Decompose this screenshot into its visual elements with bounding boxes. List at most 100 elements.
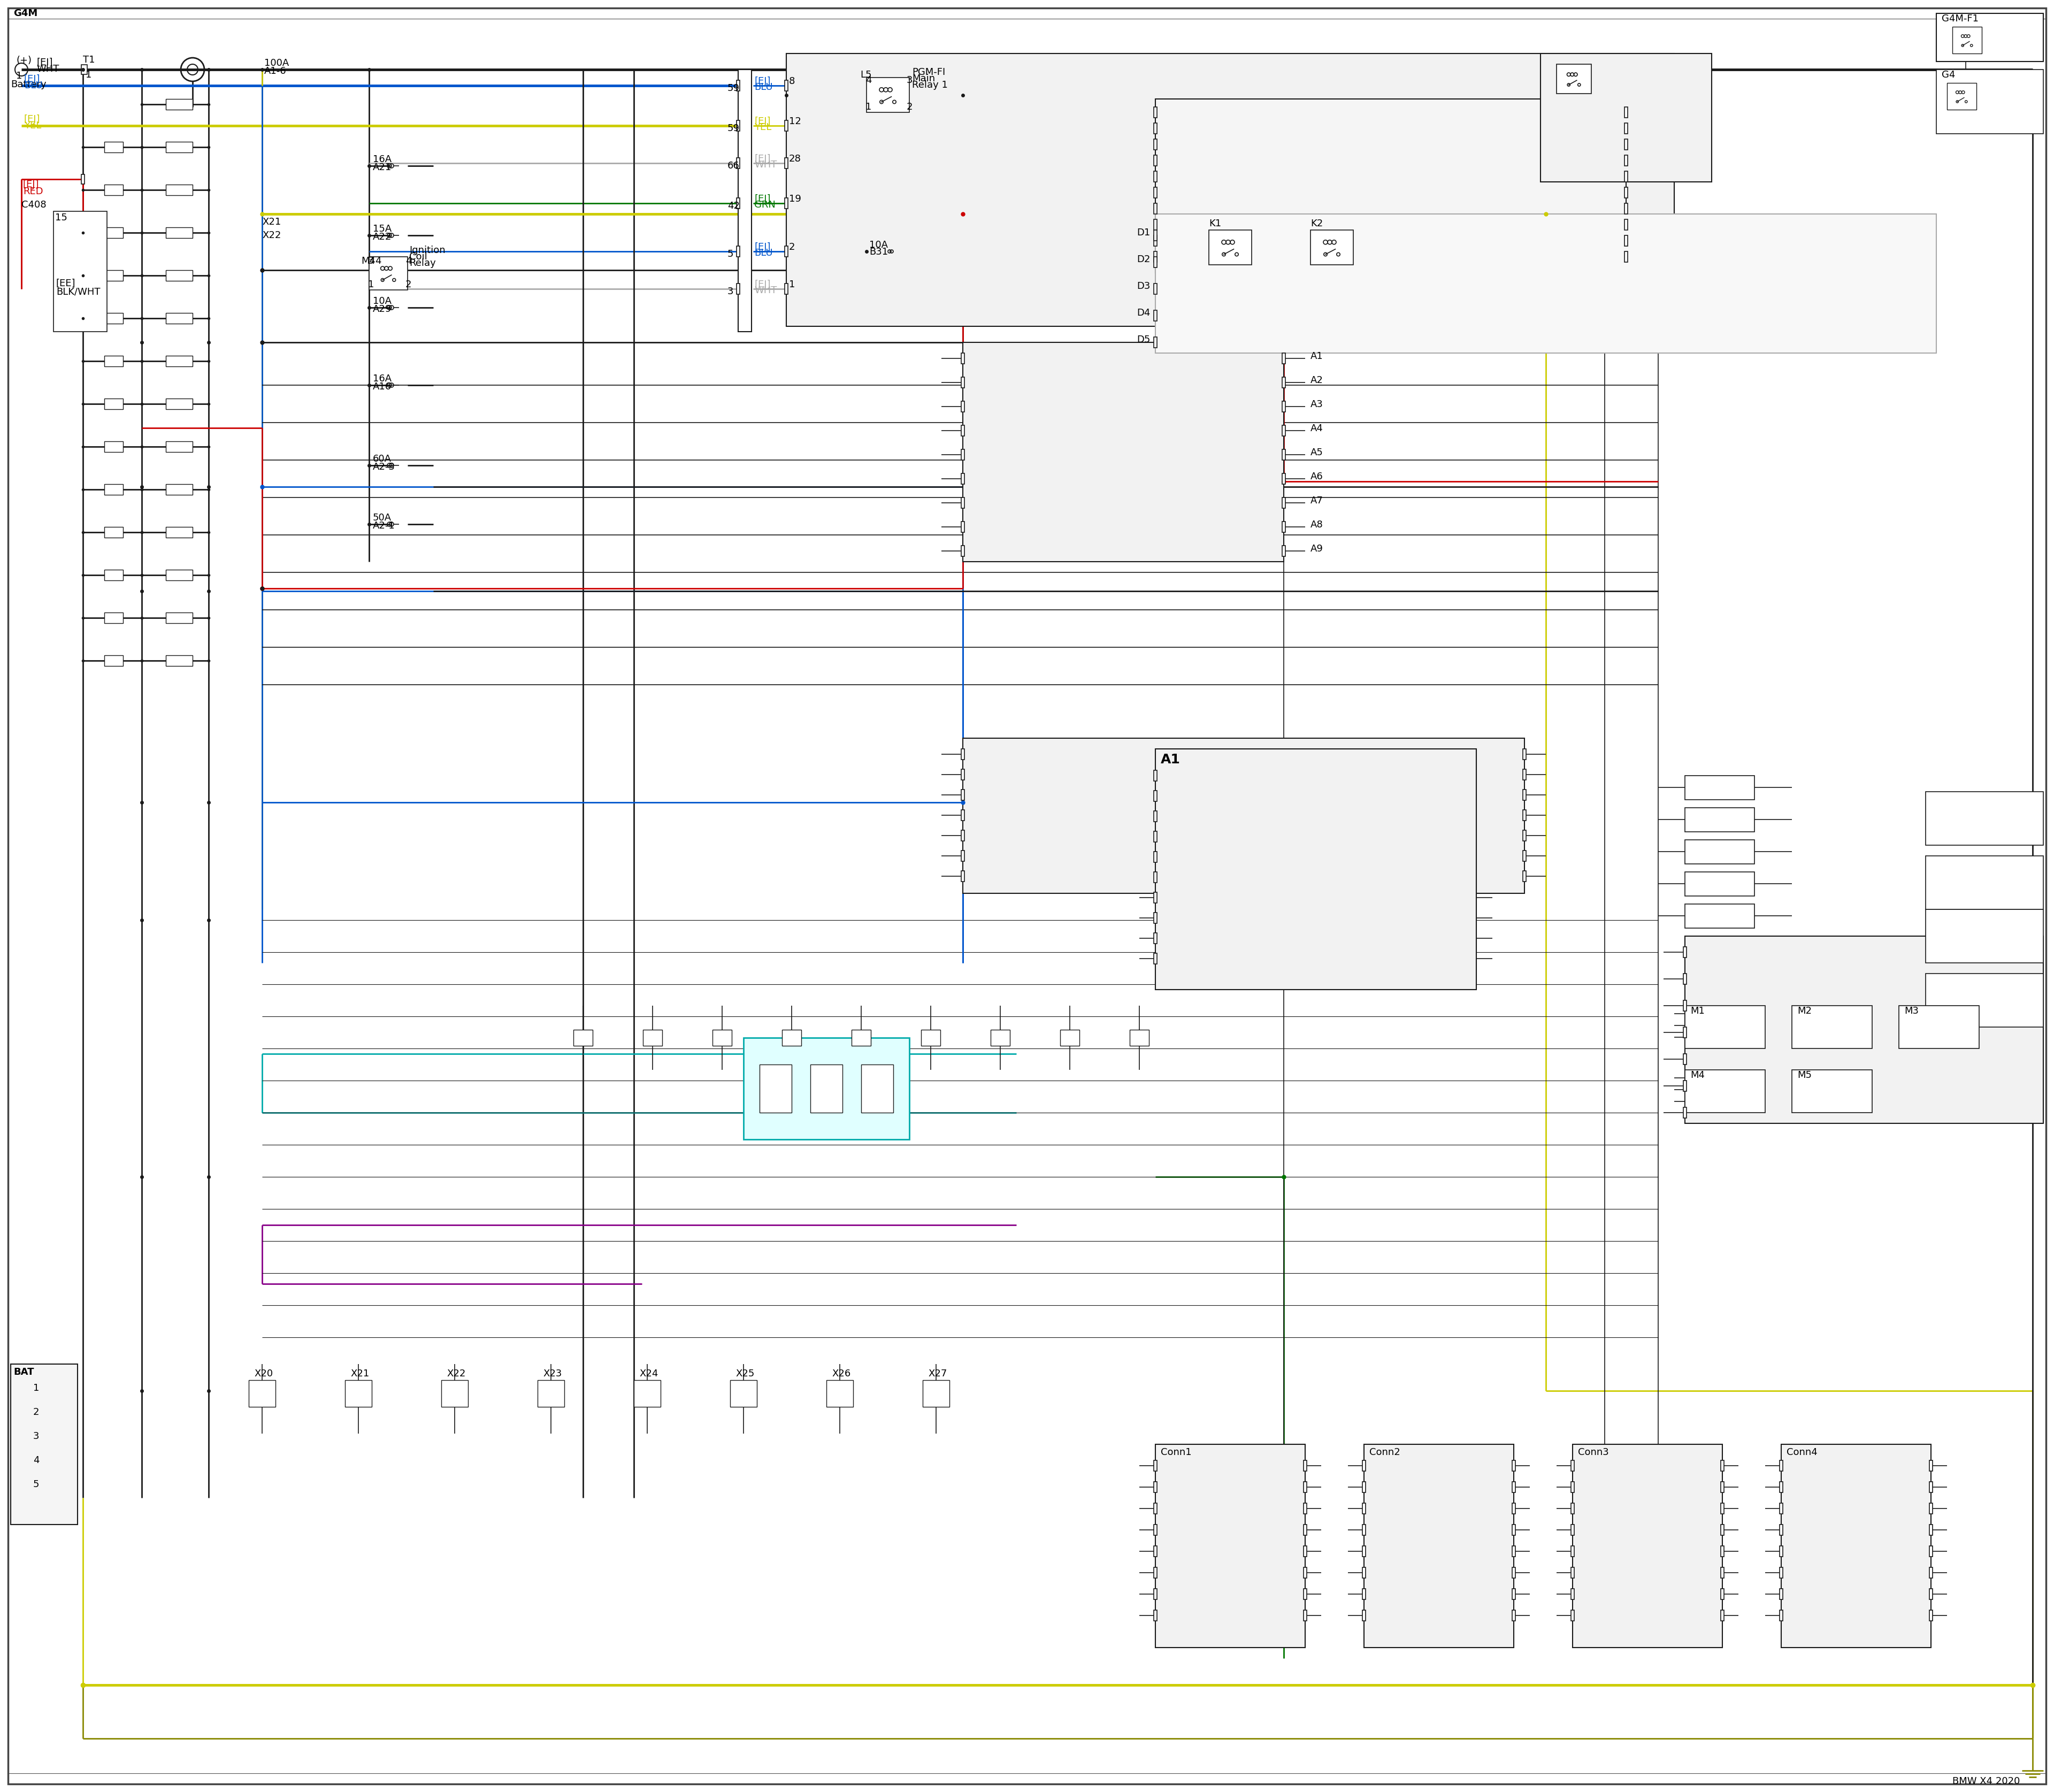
Bar xyxy=(345,1380,372,1407)
Text: A2-1: A2-1 xyxy=(374,521,394,530)
Text: 15A: 15A xyxy=(374,224,392,233)
Text: [EI]: [EI] xyxy=(37,57,53,68)
Bar xyxy=(1304,1546,1306,1557)
Text: BLU: BLU xyxy=(25,81,43,90)
Bar xyxy=(961,851,965,862)
Bar xyxy=(1154,1546,1156,1557)
Text: 4: 4 xyxy=(33,1455,39,1466)
Text: Relay 1: Relay 1 xyxy=(912,81,947,90)
Bar xyxy=(105,484,123,495)
Bar xyxy=(1154,851,1156,862)
Bar xyxy=(1512,1525,1516,1536)
Text: D3: D3 xyxy=(1136,281,1150,290)
Text: 1: 1 xyxy=(865,102,871,111)
Bar xyxy=(713,1030,731,1047)
Text: Battery: Battery xyxy=(10,79,47,90)
Bar xyxy=(1362,1568,1366,1579)
Bar xyxy=(1779,1546,1783,1557)
Text: A8: A8 xyxy=(1310,520,1323,530)
Bar xyxy=(370,256,407,290)
Text: A3: A3 xyxy=(1310,400,1323,409)
Bar xyxy=(1282,401,1286,412)
Bar xyxy=(1364,1444,1514,1647)
Bar xyxy=(166,613,193,624)
Bar xyxy=(635,1380,661,1407)
Bar xyxy=(105,271,123,281)
Bar xyxy=(1304,1525,1306,1536)
Bar xyxy=(1927,909,2044,962)
Bar xyxy=(961,810,965,821)
Bar xyxy=(744,1038,910,1140)
Bar xyxy=(1282,521,1286,532)
Bar xyxy=(1779,1611,1783,1620)
Text: X22: X22 xyxy=(446,1369,466,1378)
Text: A5: A5 xyxy=(1310,448,1323,457)
Text: WHT: WHT xyxy=(754,285,776,296)
Bar xyxy=(1779,1568,1783,1579)
Bar xyxy=(1571,1460,1573,1471)
Bar xyxy=(961,498,965,509)
Bar xyxy=(1154,219,1156,229)
Bar xyxy=(1929,1546,1933,1557)
Bar xyxy=(1154,1611,1156,1620)
Bar xyxy=(1929,1482,1933,1493)
Text: X27: X27 xyxy=(928,1369,947,1378)
Text: 10A: 10A xyxy=(869,240,887,249)
Bar xyxy=(166,142,193,152)
Bar xyxy=(1684,1107,1686,1118)
Bar xyxy=(1929,1525,1933,1536)
Bar xyxy=(166,271,193,281)
Text: 1: 1 xyxy=(789,280,795,289)
Bar xyxy=(1684,1081,1686,1091)
Bar xyxy=(1154,251,1156,262)
Bar xyxy=(105,142,123,152)
Bar xyxy=(785,283,789,294)
Bar xyxy=(1721,1590,1723,1600)
Text: Relay: Relay xyxy=(409,258,435,269)
Bar xyxy=(1154,140,1156,151)
Bar xyxy=(1898,1005,1980,1048)
Bar xyxy=(1779,1460,1783,1471)
Bar xyxy=(1684,808,1754,831)
Bar xyxy=(1522,749,1526,760)
Bar xyxy=(1154,934,1156,944)
Bar xyxy=(1684,1054,1686,1064)
Bar xyxy=(961,376,965,387)
Text: (+): (+) xyxy=(16,56,31,65)
Bar xyxy=(166,441,193,452)
Text: X20: X20 xyxy=(255,1369,273,1378)
Bar xyxy=(1154,953,1156,964)
Text: BMW X4 2020: BMW X4 2020 xyxy=(1953,1776,2019,1787)
Bar xyxy=(166,398,193,409)
Bar xyxy=(1684,776,1754,799)
Bar xyxy=(573,1030,594,1047)
Bar xyxy=(1684,1000,1686,1011)
Bar xyxy=(961,521,965,532)
Bar xyxy=(1154,790,1156,801)
Bar xyxy=(1721,1568,1723,1579)
Text: GRN: GRN xyxy=(754,201,776,210)
Text: M4: M4 xyxy=(1690,1070,1705,1081)
Text: A29: A29 xyxy=(374,305,392,314)
Text: [EJ]: [EJ] xyxy=(754,77,770,86)
Text: 19: 19 xyxy=(789,194,801,204)
Bar xyxy=(1362,1460,1366,1471)
Bar xyxy=(1937,70,2044,134)
Text: 2: 2 xyxy=(906,102,912,111)
Bar xyxy=(1512,1546,1516,1557)
Bar xyxy=(760,1064,791,1113)
Bar xyxy=(1779,1482,1783,1493)
Bar xyxy=(922,1380,949,1407)
Bar xyxy=(1779,1525,1783,1536)
Bar xyxy=(105,398,123,409)
Bar xyxy=(1522,851,1526,862)
Text: X23: X23 xyxy=(542,1369,563,1378)
Bar xyxy=(1571,1503,1573,1514)
Text: RED: RED xyxy=(23,186,43,197)
Text: X26: X26 xyxy=(832,1369,850,1378)
Text: 4: 4 xyxy=(865,75,871,84)
Text: 50A: 50A xyxy=(374,513,392,523)
Text: 1: 1 xyxy=(33,1383,39,1392)
Bar xyxy=(1684,935,2044,1124)
Bar xyxy=(1154,256,1156,267)
